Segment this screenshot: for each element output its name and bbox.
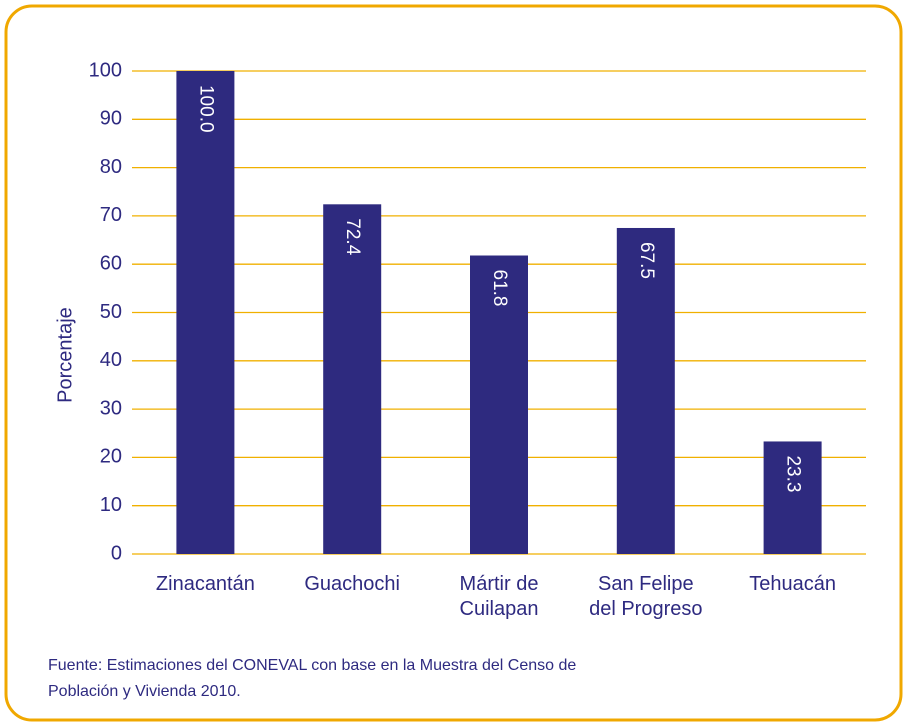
data-label: 67.5: [636, 242, 657, 279]
y-tick-label: 30: [100, 397, 122, 419]
x-tick-label: Tehuacán: [749, 573, 836, 595]
data-label: 23.3: [783, 455, 804, 492]
y-tick-label: 50: [100, 301, 122, 323]
x-tick-label: Mártir de Cuilapan: [460, 573, 539, 620]
source-note: Fuente: Estimaciones del CONEVAL con bas…: [48, 657, 576, 674]
y-tick-label: 20: [100, 446, 122, 468]
y-tick-label: 90: [100, 108, 122, 130]
y-tick-label: 80: [100, 156, 122, 178]
y-axis-label: Porcentaje: [54, 307, 76, 403]
y-tick-label: 10: [100, 494, 122, 516]
bar: [323, 204, 382, 555]
x-tick-label: Zinacantán: [156, 573, 255, 595]
data-label: 72.4: [342, 218, 363, 255]
bar: [176, 71, 235, 554]
bar: [763, 441, 822, 554]
y-tick-label: 0: [111, 542, 122, 564]
x-tick-label: Guachochi: [304, 573, 400, 595]
frame: [4, 4, 903, 722]
y-tick-label: 60: [100, 252, 122, 274]
bar: [470, 255, 528, 555]
source-note: Población y Vivienda 2010.: [48, 683, 241, 700]
data-label: 100.0: [195, 85, 216, 133]
y-tick-label: 100: [89, 59, 122, 81]
data-label: 61.8: [489, 270, 510, 307]
y-tick-label: 40: [100, 349, 122, 371]
y-tick-label: 70: [100, 204, 122, 226]
x-tick-label: San Felipe del Progreso: [589, 573, 702, 620]
bar: [616, 227, 675, 554]
